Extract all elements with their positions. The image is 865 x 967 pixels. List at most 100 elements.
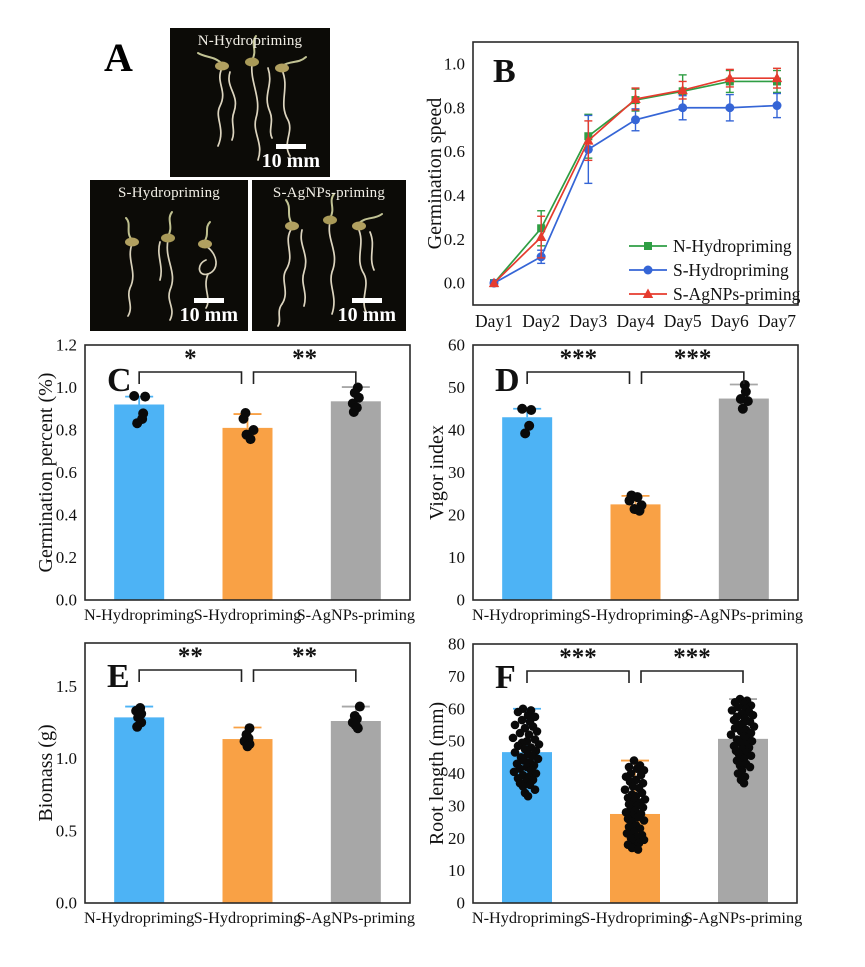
panel-e: ** ** 0.0 0.5 1.0 1.5 N-Hydropriming S-Hydropri…	[25, 633, 440, 945]
y-axis-label: Germination percent (%)	[35, 373, 57, 573]
svg-text:Day1: Day1	[475, 311, 513, 331]
svg-text:0.6: 0.6	[444, 142, 465, 161]
y-axis-ticks: 0.0 0.2 0.4 0.6 0.8 1.0	[444, 54, 466, 292]
svg-text:20: 20	[448, 506, 465, 525]
svg-text:0.2: 0.2	[444, 230, 465, 249]
svg-text:**: **	[292, 345, 317, 372]
significance: * **	[138, 345, 357, 384]
svg-text:0.4: 0.4	[444, 186, 466, 205]
scale-bar: 10 mm	[262, 144, 320, 172]
y-axis-ticks: 0 10 20 30 40 50 60	[448, 336, 465, 610]
scatter-points	[129, 382, 364, 445]
svg-text:0.8: 0.8	[444, 98, 465, 117]
svg-text:0.4: 0.4	[56, 506, 78, 525]
svg-text:***: ***	[674, 345, 712, 372]
seedlings-art	[277, 193, 383, 327]
series-S-AgNPs-priming	[488, 67, 783, 288]
y-axis-ticks: 0.0 0.2 0.4 0.6 0.8 1.0 1.2	[56, 336, 78, 610]
panel-d: *** *** 0 10 20 30 40 50 60 N-Hydropriming S-Hydro…	[420, 335, 845, 640]
svg-text:0.8: 0.8	[56, 421, 77, 440]
bars	[114, 401, 381, 600]
panel-letter: C	[107, 362, 132, 399]
svg-text:N-Hydropriming: N-Hydropriming	[472, 605, 582, 624]
scale-bar: 10 mm	[338, 298, 396, 326]
photo-n-hydropriming: N-Hydropriming 10 mm	[170, 28, 330, 177]
svg-text:10: 10	[448, 548, 465, 567]
svg-text:80: 80	[448, 635, 465, 654]
y-axis-ticks: 0.0 0.5 1.0 1.5	[56, 677, 77, 913]
photo-title: S-Hydropriming	[118, 185, 220, 201]
x-axis-labels: N-Hydropriming S-HydroprimingS-AgNPs-prim…	[84, 908, 415, 927]
vigor-index-bar-chart: *** *** 0 10 20 30 40 50 60 N-Hydropriming S-Hydro…	[426, 336, 803, 625]
svg-text:N-Hydropriming: N-Hydropriming	[472, 908, 582, 927]
seedlings-art	[197, 35, 307, 161]
y-axis-label: Germination speed	[424, 98, 446, 250]
svg-text:50: 50	[448, 732, 465, 751]
svg-text:1.0: 1.0	[56, 749, 77, 768]
panel-f: *** *** 0 10 20 30 40 50 60 70 80 N-Hydropriming S-H…	[420, 633, 845, 945]
scatter-points	[508, 694, 759, 854]
svg-text:40: 40	[448, 421, 465, 440]
y-axis-label: Vigor index	[426, 425, 448, 520]
svg-text:N-Hydropriming: N-Hydropriming	[84, 605, 194, 624]
svg-text:Day3: Day3	[569, 311, 607, 331]
svg-text:**: **	[292, 643, 317, 670]
plot-frame	[84, 344, 411, 601]
scale-bar-label: 10 mm	[261, 150, 320, 172]
svg-text:S-AgNPs-priming: S-AgNPs-priming	[684, 908, 803, 927]
svg-text:S-Hydropriming: S-Hydropriming	[581, 908, 689, 927]
svg-text:0.0: 0.0	[444, 274, 465, 293]
svg-text:Day2: Day2	[522, 311, 560, 331]
significance: *** ***	[526, 644, 744, 683]
scale-bar-line	[351, 298, 382, 303]
germination-percent-bar-chart: * **0.00.20.40.60.81.01.2N-Hydropriming S-…	[35, 336, 415, 625]
svg-text:S-AgNPs-priming: S-AgNPs-priming	[297, 908, 416, 927]
svg-text:60: 60	[448, 336, 465, 355]
svg-text:50: 50	[448, 378, 465, 397]
x-axis-labels: N-Hydropriming S-HydroprimingS-AgNPs-prim…	[84, 605, 415, 624]
svg-text:N-Hydropriming: N-Hydropriming	[673, 236, 792, 256]
scale-bar-label: 10 mm	[179, 304, 238, 326]
svg-text:***: ***	[673, 644, 711, 671]
svg-text:Day6: Day6	[711, 311, 749, 331]
svg-text:1.0: 1.0	[444, 54, 465, 73]
panel-a-letter: A	[104, 35, 133, 80]
x-axis-labels: N-Hydropriming S-HydroprimingS-AgNPs-prim…	[472, 605, 803, 624]
svg-text:***: ***	[560, 345, 598, 372]
scale-bar: 10 mm	[180, 298, 238, 326]
x-axis-labels: N-Hydropriming S-HydroprimingS-AgNPs-prim…	[472, 908, 802, 927]
photo-s-hydropriming: S-Hydropriming 10 mm	[90, 180, 248, 331]
svg-text:S-Hydropriming: S-Hydropriming	[194, 605, 302, 624]
scatter-points	[517, 379, 753, 516]
panel-b: 0.0 0.2 0.4 0.6 0.8 1.0 Day1 Day2 Day3 Day4 Day5 Da…	[420, 22, 845, 337]
seedlings-art	[125, 211, 217, 321]
svg-text:S-AgNPs-priming: S-AgNPs-priming	[297, 605, 416, 624]
svg-text:S-AgNPs-priming: S-AgNPs-priming	[673, 284, 801, 304]
svg-text:1.0: 1.0	[56, 378, 77, 397]
svg-text:1.2: 1.2	[56, 336, 77, 355]
svg-text:S-Hydropriming: S-Hydropriming	[194, 908, 302, 927]
svg-text:0.0: 0.0	[56, 894, 77, 913]
panel-letter: F	[495, 659, 516, 696]
svg-text:0.0: 0.0	[56, 591, 77, 610]
svg-text:*: *	[184, 345, 197, 372]
panel-letter: E	[107, 658, 130, 695]
plot-frame	[472, 41, 799, 306]
root-length-bar-chart: *** *** 0 10 20 30 40 50 60 70 80 N-Hydropriming S-H…	[426, 635, 802, 928]
svg-text:S-AgNPs-priming: S-AgNPs-priming	[685, 605, 804, 624]
plot-frame	[472, 344, 799, 601]
svg-text:60: 60	[448, 699, 465, 718]
svg-text:***: ***	[559, 644, 597, 671]
scale-bar-line	[193, 298, 224, 303]
significance: ** **	[138, 643, 357, 682]
panel-c: * ** 0.0 0.2 0.4 0.6 0.8 1.0 1.2 N-Hydropriming S-…	[25, 335, 440, 640]
series-S-Hydropriming	[489, 92, 782, 288]
y-axis-ticks: 0 10 20 30 40 50 60 70 80	[448, 635, 465, 913]
plot-frame	[84, 642, 411, 904]
legend: N-Hydropriming S-Hydropriming S-AgNPs-prim…	[629, 236, 801, 304]
svg-text:S-Hydropriming: S-Hydropriming	[673, 260, 789, 280]
svg-text:1.5: 1.5	[56, 677, 77, 696]
biomass-bar-chart: ** ** 0.0 0.5 1.0 1.5 N-Hydropriming S-Hydropri…	[35, 642, 415, 927]
x-axis-labels: Day1 Day2 Day3 Day4 Day5 Day6 Day7	[475, 311, 796, 331]
bars	[114, 717, 381, 903]
